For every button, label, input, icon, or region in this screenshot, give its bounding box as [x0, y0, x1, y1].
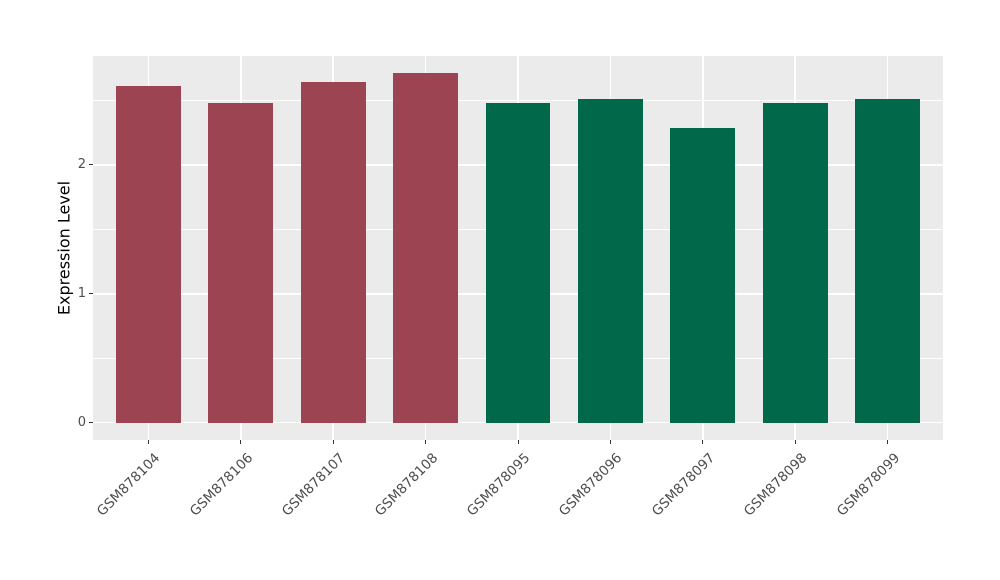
x-tick-mark: [887, 440, 889, 444]
x-tick-label-GSM878108: GSM878108: [371, 450, 441, 520]
chart-panel: [93, 56, 943, 440]
x-tick-mark: [425, 440, 427, 444]
bar-GSM878099: [855, 99, 920, 423]
bar-GSM878108: [393, 73, 458, 423]
x-tick-mark: [240, 440, 242, 444]
x-tick-label-GSM878107: GSM878107: [279, 450, 349, 520]
x-tick-label-GSM878098: GSM878098: [741, 450, 811, 520]
bar-GSM878097: [670, 127, 736, 423]
x-tick-mark: [609, 440, 611, 444]
bar-GSM878104: [116, 86, 181, 423]
y-tick-mark: [89, 293, 93, 295]
x-tick-mark: [794, 440, 796, 444]
x-tick-label-GSM878106: GSM878106: [186, 450, 257, 520]
x-tick-label-GSM878096: GSM878096: [556, 450, 626, 520]
x-tick-mark: [517, 440, 519, 444]
bar-GSM878106: [208, 103, 274, 423]
bar-GSM878096: [578, 99, 643, 423]
x-tick-label-GSM878104: GSM878104: [94, 450, 164, 520]
x-tick-mark: [147, 440, 149, 444]
y-tick-mark: [89, 422, 93, 424]
x-tick-label-GSM878097: GSM878097: [648, 450, 719, 520]
x-tick-mark: [332, 440, 334, 444]
bar-GSM878098: [762, 103, 828, 423]
bar-GSM878107: [300, 82, 366, 423]
x-tick-label-GSM878095: GSM878095: [463, 450, 534, 520]
x-tick-label-GSM878099: GSM878099: [833, 450, 903, 520]
x-tick-mark: [702, 440, 704, 444]
y-tick-mark: [89, 164, 93, 166]
y-tick-label: 1: [77, 285, 86, 301]
y-tick-label: 0: [77, 414, 86, 430]
bar-GSM878095: [485, 103, 551, 423]
y-tick-label: 2: [77, 157, 86, 173]
